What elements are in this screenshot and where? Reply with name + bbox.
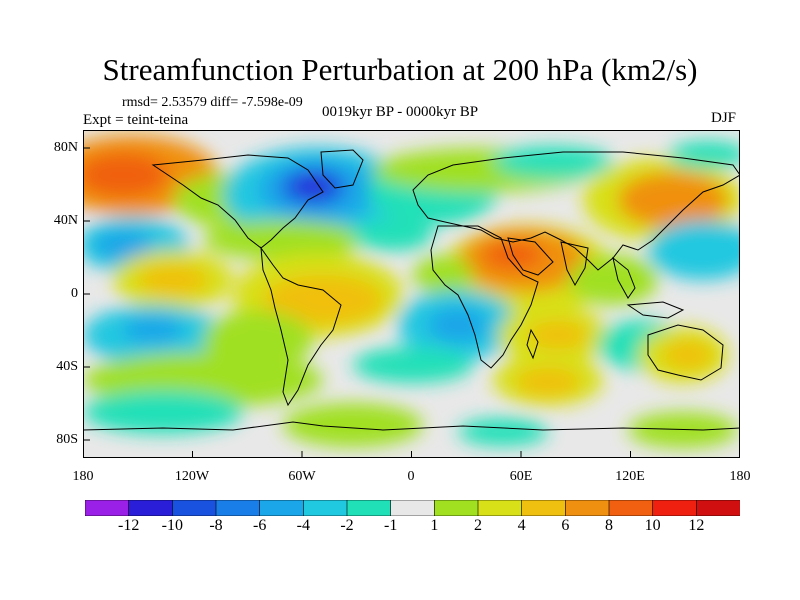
lat-label-80n: 80N (53, 140, 78, 155)
colorbar-swatch (85, 500, 130, 516)
colorbar-label: 10 (644, 517, 661, 534)
field-shading (83, 135, 740, 448)
colorbar-label: -6 (252, 517, 267, 534)
colorbar-label: -2 (340, 517, 354, 534)
colorbar-swatch (696, 500, 740, 516)
colorbar-swatch (303, 500, 348, 516)
colorbar-swatch (215, 500, 261, 516)
colorbar-label: 6 (561, 517, 570, 534)
lat-label-0: 0 (71, 286, 78, 301)
period-label: 0019kyr BP - 0000kyr BP (322, 104, 479, 120)
colorbar-label: 1 (430, 517, 439, 534)
colorbar-swatch (128, 500, 173, 516)
stats-line: rmsd= 2.53579 diff= -7.598e-09 (122, 95, 303, 110)
colorbar-swatch (477, 500, 523, 516)
lon-label-60e: 60E (509, 469, 533, 484)
colorbar-label: -12 (117, 517, 140, 534)
colorbar-swatch (390, 500, 435, 516)
lon-label-60w: 60W (288, 469, 316, 484)
colorbar-swatch (565, 500, 610, 516)
colorbar-swatch (434, 500, 479, 516)
colorbar (85, 500, 740, 516)
experiment-label: Expt = teint-teina (83, 112, 189, 128)
coastlines (83, 149, 740, 431)
colorbar-label: 12 (688, 517, 705, 534)
colorbar-swatch (172, 500, 217, 516)
colorbar-label: -4 (296, 517, 310, 534)
axis-ticks (83, 147, 631, 458)
colorbar-swatch (259, 500, 304, 516)
colorbar-label: 4 (517, 517, 526, 534)
map-panel (83, 130, 740, 458)
lat-label-40n: 40N (53, 213, 78, 228)
lon-label-180e: 180 (729, 469, 751, 484)
colorbar-swatch (652, 500, 697, 516)
lat-label-40s: 40S (56, 359, 78, 374)
colorbar-label: -1 (383, 517, 398, 534)
colorbar-swatch (608, 500, 654, 516)
figure-title: Streamfunction Perturbation at 200 hPa (… (102, 52, 698, 87)
colorbar-label: -10 (161, 517, 183, 534)
lon-label-0: 0 (407, 469, 415, 484)
colorbar-swatch (346, 500, 392, 516)
season-label: DJF (711, 110, 737, 126)
lat-label-80s: 80S (56, 432, 78, 447)
colorbar-label: 2 (474, 517, 482, 534)
lon-label-180w: 180 (72, 469, 94, 484)
lon-label-120e: 120E (615, 469, 645, 484)
colorbar-label: 8 (605, 517, 613, 534)
colorbar-label: -8 (209, 517, 223, 534)
lon-label-120w: 120W (174, 469, 210, 484)
colorbar-swatch (521, 500, 566, 516)
